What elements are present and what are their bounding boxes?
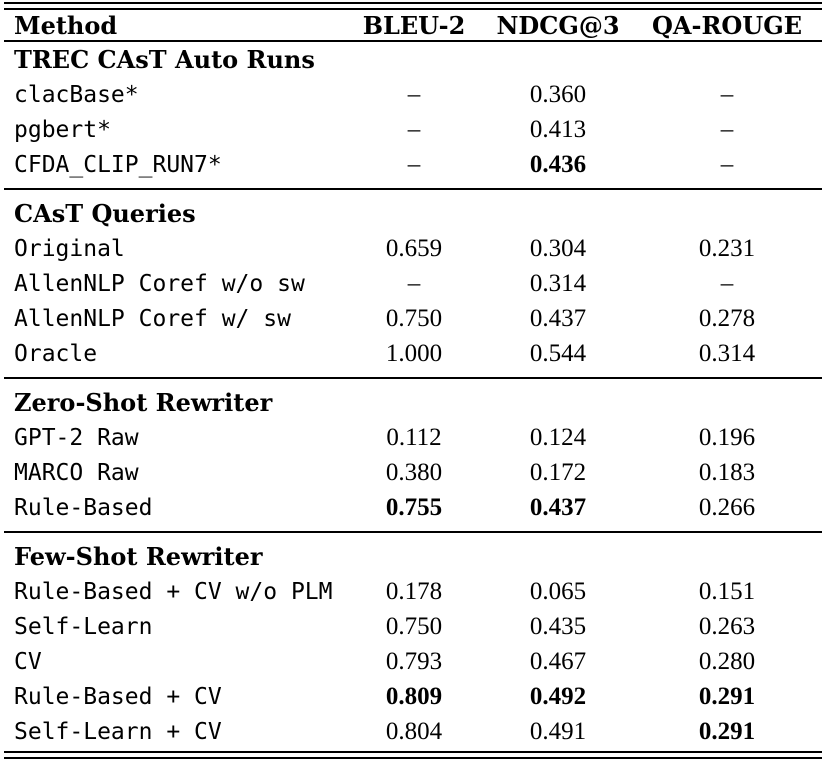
method-cell: AllenNLP Coref w/o sw — [14, 270, 305, 297]
section-header-row: CAsT Queries — [4, 196, 822, 231]
ndcg3-cell: 0.304 — [529, 234, 587, 262]
ndcg3-cell: 0.314 — [529, 269, 587, 297]
table-row: MARCO Raw 0.380 0.172 0.183 — [4, 455, 822, 490]
bleu2-cell: 0.178 — [385, 577, 443, 605]
ndcg3-cell: 0.491 — [529, 717, 587, 745]
section-header-row: Zero-Shot Rewriter — [4, 385, 822, 420]
method-cell: Rule-Based + CV w/o PLM — [14, 578, 333, 605]
ndcg3-cell: 0.492 — [529, 682, 587, 710]
method-cell: Self-Learn + CV — [14, 718, 222, 745]
bleu2-cell: 1.000 — [385, 339, 443, 367]
bleu2-cell: – — [407, 115, 421, 143]
table-row: Original 0.659 0.304 0.231 — [4, 231, 822, 266]
table-header-row: Method BLEU-2 NDCG@3 QA-ROUGE — [4, 10, 822, 40]
ndcg3-cell: 0.436 — [529, 150, 587, 178]
bleu2-cell: 0.659 — [385, 234, 443, 262]
header-rule — [4, 40, 822, 42]
method-cell: pgbert* — [14, 116, 111, 143]
method-cell: Original — [14, 235, 125, 262]
qarouge-cell: 0.151 — [698, 577, 756, 605]
section-divider — [4, 188, 822, 190]
qarouge-cell: 0.280 — [698, 647, 756, 675]
bleu2-cell: – — [407, 150, 421, 178]
column-header-ndcg3: NDCG@3 — [496, 10, 620, 40]
table-row: Rule-Based 0.755 0.437 0.266 — [4, 490, 822, 525]
ndcg3-cell: 0.065 — [529, 577, 587, 605]
section-header: TREC CAsT Auto Runs — [14, 45, 315, 74]
section-divider — [4, 531, 822, 533]
bottom-rule — [4, 751, 822, 759]
ndcg3-cell: 0.360 — [529, 80, 587, 108]
method-cell: clacBase* — [14, 81, 139, 108]
qarouge-cell: 0.266 — [698, 493, 756, 521]
bleu2-cell: 0.750 — [385, 612, 443, 640]
bleu2-cell: 0.809 — [385, 682, 443, 710]
section-header: CAsT Queries — [14, 199, 196, 228]
method-cell: Oracle — [14, 340, 98, 367]
method-cell: CFDA_CLIP_RUN7* — [14, 151, 222, 178]
ndcg3-cell: 0.437 — [529, 304, 587, 332]
bleu2-cell: 0.380 — [385, 458, 443, 486]
qarouge-cell: 0.291 — [698, 682, 756, 710]
top-rule — [4, 2, 822, 10]
qarouge-cell: 0.231 — [698, 234, 756, 262]
ndcg3-cell: 0.437 — [529, 493, 587, 521]
table-row: AllenNLP Coref w/ sw 0.750 0.437 0.278 — [4, 301, 822, 336]
ndcg3-cell: 0.467 — [529, 647, 587, 675]
qarouge-cell: 0.278 — [698, 304, 756, 332]
qarouge-cell: – — [720, 150, 734, 178]
qarouge-cell: 0.196 — [698, 423, 756, 451]
section-header: Zero-Shot Rewriter — [14, 388, 273, 417]
table-row: Self-Learn 0.750 0.435 0.263 — [4, 609, 822, 644]
bleu2-cell: 0.755 — [385, 493, 443, 521]
table-row: Self-Learn + CV 0.804 0.491 0.291 — [4, 714, 822, 749]
table-row: GPT-2 Raw 0.112 0.124 0.196 — [4, 420, 822, 455]
method-cell: Self-Learn — [14, 613, 153, 640]
section-header: Few-Shot Rewriter — [14, 542, 263, 571]
method-cell: Rule-Based — [14, 494, 153, 521]
table-row: clacBase* – 0.360 – — [4, 77, 822, 112]
method-cell: GPT-2 Raw — [14, 424, 139, 451]
bleu2-cell: 0.793 — [385, 647, 443, 675]
table-row: pgbert* – 0.413 – — [4, 112, 822, 147]
section-header-row: TREC CAsT Auto Runs — [4, 42, 822, 77]
ndcg3-cell: 0.172 — [529, 458, 587, 486]
qarouge-cell: – — [720, 80, 734, 108]
qarouge-cell: 0.314 — [698, 339, 756, 367]
qarouge-cell: 0.263 — [698, 612, 756, 640]
method-cell: Rule-Based + CV — [14, 683, 222, 710]
ndcg3-cell: 0.124 — [529, 423, 587, 451]
column-header-qarouge: QA-ROUGE — [651, 10, 803, 40]
method-cell: MARCO Raw — [14, 459, 139, 486]
qarouge-cell: – — [720, 269, 734, 297]
bleu2-cell: – — [407, 80, 421, 108]
table-row: Rule-Based + CV 0.809 0.492 0.291 — [4, 679, 822, 714]
ndcg3-cell: 0.544 — [529, 339, 587, 367]
table-row: CV 0.793 0.467 0.280 — [4, 644, 822, 679]
column-header-method: Method — [14, 10, 118, 40]
table-row: CFDA_CLIP_RUN7* – 0.436 – — [4, 147, 822, 182]
qarouge-cell: – — [720, 115, 734, 143]
method-cell: CV — [14, 648, 42, 675]
ndcg3-cell: 0.435 — [529, 612, 587, 640]
section-header-row: Few-Shot Rewriter — [4, 539, 822, 574]
qarouge-cell: 0.291 — [698, 717, 756, 745]
table-row: Oracle 1.000 0.544 0.314 — [4, 336, 822, 371]
bleu2-cell: – — [407, 269, 421, 297]
ndcg3-cell: 0.413 — [529, 115, 587, 143]
method-cell: AllenNLP Coref w/ sw — [14, 305, 291, 332]
bleu2-cell: 0.112 — [386, 423, 442, 451]
table-row: AllenNLP Coref w/o sw – 0.314 – — [4, 266, 822, 301]
qarouge-cell: 0.183 — [698, 458, 756, 486]
column-header-bleu2: BLEU-2 — [362, 10, 466, 40]
section-divider — [4, 377, 822, 379]
bleu2-cell: 0.804 — [385, 717, 443, 745]
bleu2-cell: 0.750 — [385, 304, 443, 332]
table-row: Rule-Based + CV w/o PLM 0.178 0.065 0.15… — [4, 574, 822, 609]
